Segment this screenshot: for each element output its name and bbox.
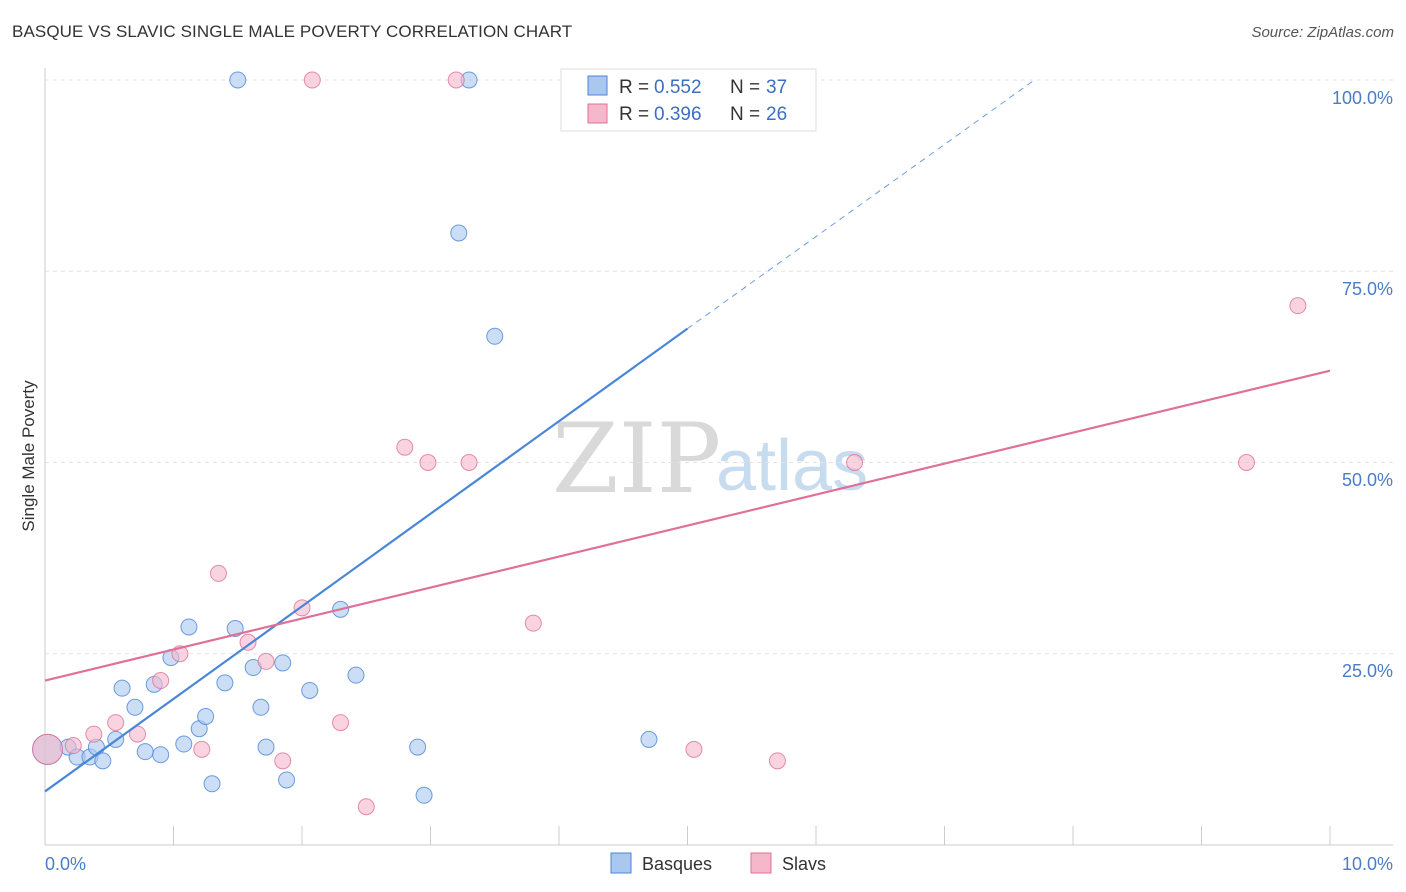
basques-point [180,618,198,636]
slavs-point [152,672,170,690]
slavs-point [239,633,257,651]
slavs-point [1237,454,1255,471]
basques-point [415,786,433,804]
slavs-point [107,714,125,732]
basques-point [486,327,504,345]
x-tick-label-max: 10.0% [1342,854,1393,874]
data-points [32,71,1307,816]
slavs-point [1289,297,1307,315]
basques-point [301,681,319,699]
basques-point [152,746,170,764]
slavs-point [32,733,64,765]
slavs-point [193,740,211,758]
slavs-trend-line [44,369,1331,682]
chart-title: BASQUE VS SLAVIC SINGLE MALE POVERTY COR… [12,22,573,41]
basques-point [229,71,247,89]
slavs-point [460,454,478,471]
trend-lines [44,79,1331,793]
legend-n-label-basques: N = [730,77,760,98]
legend-r-value-slavs: 0.396 [654,104,702,125]
slavs-point [524,614,542,632]
basques-trend-extension [687,79,1035,330]
basques-point [409,738,427,756]
y-tick-label-50: 50.0% [1342,470,1393,490]
slavs-point [85,725,103,743]
series-legend: Basques Slavs [610,852,826,874]
bottom-legend-swatch-basques [610,852,632,874]
basques-point [216,674,234,692]
legend-r-value-basques: 0.552 [654,77,702,98]
basques-point [257,738,275,756]
legend-swatch-basques [587,75,608,96]
slavs-point [419,454,437,471]
slavs-point [447,71,465,89]
legend-r-label-slavs: R = [619,104,649,125]
basques-point [175,735,193,753]
bottom-legend-swatch-slavs [750,852,772,874]
legend-swatch-slavs [587,103,608,124]
bottom-legend-label-slavs: Slavs [782,854,826,874]
correlation-legend: R = 0.552 N = 37 R = 0.396 N = 26 [560,68,817,132]
legend-n-value-slavs: 26 [766,104,787,125]
legend-r-label-basques: R = [619,77,649,98]
basques-point [126,698,144,716]
basques-point [640,730,658,748]
y-tick-label-100: 100.0% [1332,88,1393,108]
slavs-point [768,752,786,770]
watermark-atlas: atlas [716,426,868,506]
basques-point [136,743,154,761]
chart-source: Source: ZipAtlas.com [1251,24,1394,41]
basques-point [94,752,112,770]
legend-n-value-basques: 37 [766,77,787,98]
bottom-legend-label-basques: Basques [642,854,712,874]
slavs-point [274,752,292,770]
legend-n-label-slavs: N = [730,104,760,125]
slavs-point [357,798,375,816]
slavs-point [209,564,227,582]
basques-point [274,654,292,672]
slavs-point [846,454,864,471]
y-axis-title: Single Male Poverty [19,380,38,532]
basques-point [197,707,215,725]
x-axis-ticks [44,826,1331,845]
slavs-point [303,71,321,89]
slavs-point [332,714,350,732]
watermark-zip: ZIP [552,403,721,515]
slavs-point [257,652,275,670]
basques-trend-line [44,327,689,793]
basques-point [226,620,244,638]
y-tick-label-75: 75.0% [1342,279,1393,299]
basques-point [278,771,296,789]
slavs-point [396,438,414,456]
x-tick-label-min: 0.0% [45,854,86,874]
slavs-point [64,737,82,755]
basques-point [450,224,468,242]
slavs-point [685,740,703,758]
basques-point [113,679,131,697]
basques-point [203,775,221,793]
y-tick-label-25: 25.0% [1342,661,1393,681]
basques-point [252,698,270,716]
basques-point [347,666,365,684]
gridlines [45,79,1393,655]
